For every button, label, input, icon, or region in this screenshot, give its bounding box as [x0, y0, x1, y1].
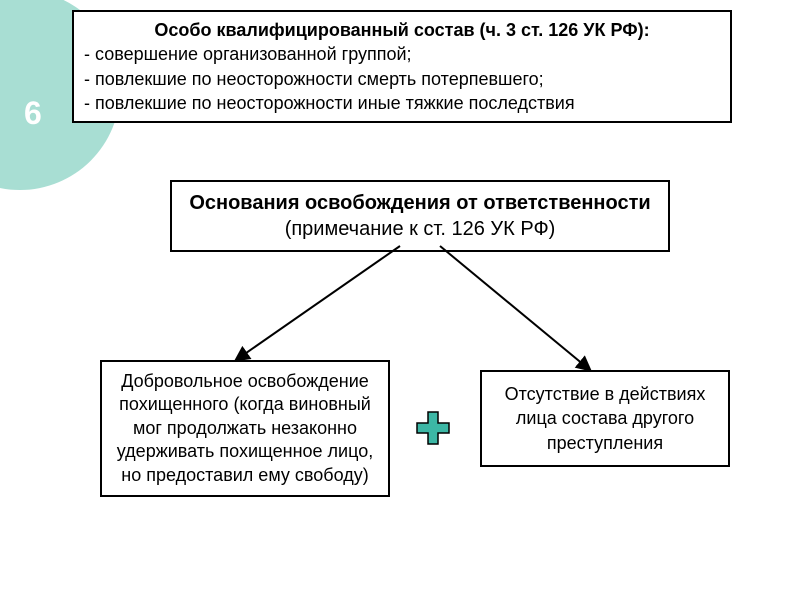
box2-line1: Основания освобождения от ответственност… — [184, 190, 656, 216]
box4-text: Отсутствие в действиях лица состава друг… — [505, 384, 706, 453]
slide-number: 6 — [24, 95, 42, 132]
box1-item: - повлекшие по неосторожности смерть пот… — [84, 67, 720, 91]
edge-box2-box4 — [440, 246, 590, 370]
box-grounds-for-release: Основания освобождения от ответственност… — [170, 180, 670, 252]
box1-item: - повлекшие по неосторожности иные тяжки… — [84, 91, 720, 115]
box-no-other-crime: Отсутствие в действиях лица состава друг… — [480, 370, 730, 467]
box-qualified-composition: Особо квалифицированный состав (ч. 3 ст.… — [72, 10, 732, 123]
box1-title: Особо квалифицированный состав (ч. 3 ст.… — [84, 18, 720, 42]
edge-box2-box3 — [236, 246, 400, 360]
plus-icon — [415, 410, 451, 446]
box1-item: - совершение организованной группой; — [84, 42, 720, 66]
box-voluntary-release: Добровольное освобождение похищенного (к… — [100, 360, 390, 497]
box3-text: Добровольное освобождение похищенного (к… — [117, 371, 373, 485]
box2-line2: (примечание к ст. 126 УК РФ) — [285, 218, 556, 240]
